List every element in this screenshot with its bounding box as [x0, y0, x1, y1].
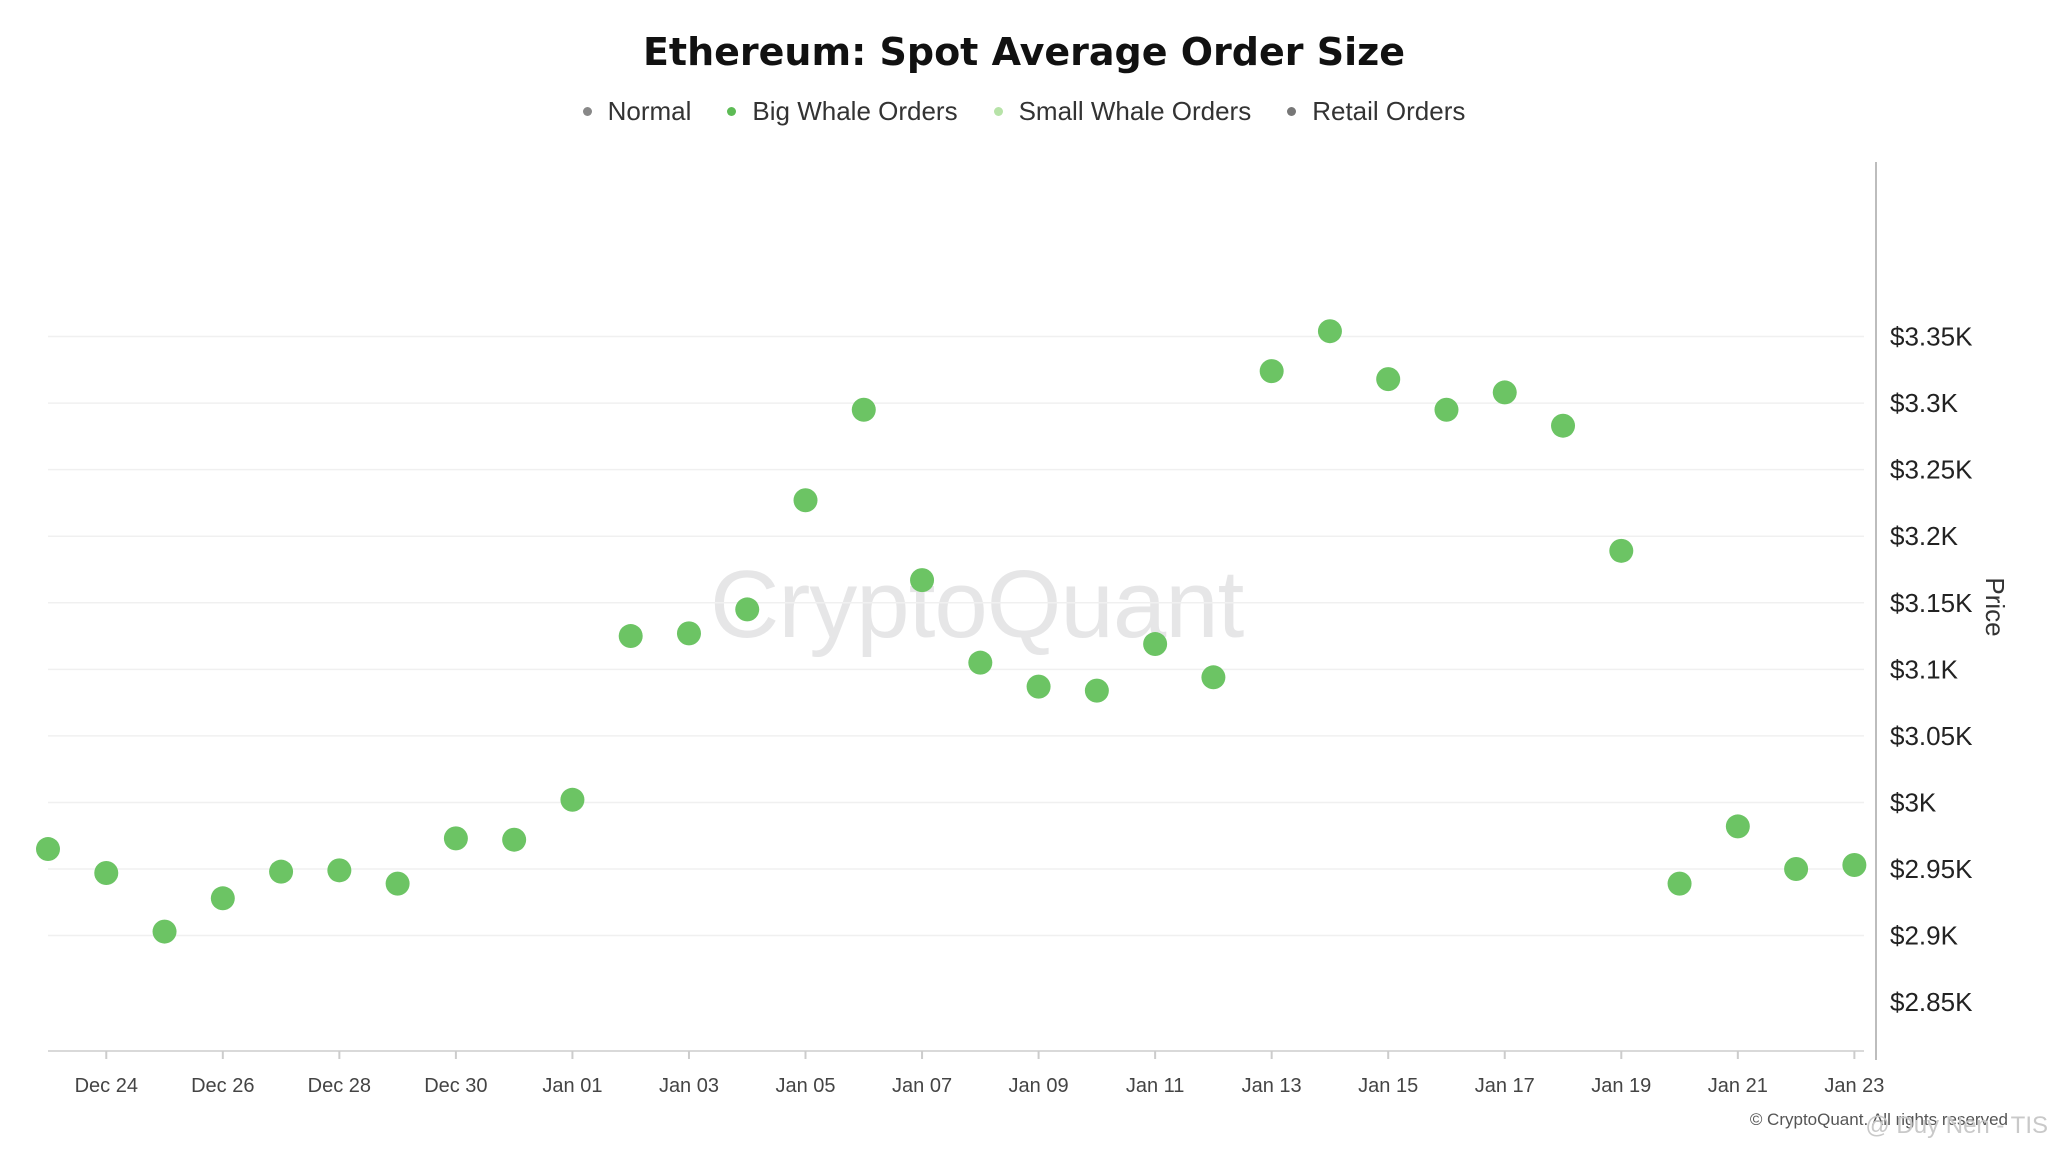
legend-item-normal[interactable]: Normal	[582, 96, 692, 127]
data-point-22	[1317, 319, 1342, 344]
x-tick-label-11: Jan 15	[1358, 1075, 1418, 1097]
x-tick-label-8: Jan 09	[1009, 1075, 1069, 1097]
data-point-23	[1376, 367, 1401, 392]
data-point-27	[1609, 538, 1634, 563]
legend-label-big-whale: Big Whale Orders	[752, 96, 958, 126]
copyright-notice: © CryptoQuant. All rights reserved	[1749, 1110, 2008, 1129]
data-point-11	[676, 621, 701, 646]
y-tick-label-7: $3K	[1890, 787, 1937, 817]
data-point-10	[618, 624, 643, 649]
data-point-28	[1667, 871, 1692, 896]
data-point-8	[502, 827, 527, 852]
y-axis: $3.35K $3.3K $3.25K $3.2K $3.15K $3.1K $3.05K $…	[1890, 322, 1973, 1018]
data-point-1	[94, 860, 119, 885]
legend-item-big-whale[interactable]: Big Whale Orders	[727, 96, 958, 127]
chart-title: Ethereum: Spot Average Order Size	[642, 30, 1406, 74]
author-credit: @ Duy Nen - TIS	[1865, 1112, 2048, 1139]
y-tick-label-10: $2.85K	[1890, 987, 1973, 1017]
x-tick-label-3: Dec 30	[424, 1075, 487, 1097]
series-big-whale-orders	[36, 319, 1867, 944]
x-tick-label-13: Jan 19	[1591, 1075, 1651, 1097]
data-point-9	[560, 787, 585, 812]
y-tick-label-2: $3.25K	[1890, 455, 1973, 485]
x-tick-label-6: Jan 05	[775, 1075, 835, 1097]
x-tick-label-5: Jan 03	[659, 1075, 719, 1097]
data-point-31	[1842, 853, 1867, 878]
data-point-3	[210, 886, 235, 911]
y-axis-title: Price	[1980, 577, 2010, 636]
x-tick-label-9: Jan 11	[1126, 1075, 1185, 1097]
legend-item-retail[interactable]: Retail Orders	[1287, 96, 1465, 127]
data-point-26	[1551, 413, 1576, 438]
x-tick-label-12: Jan 17	[1475, 1075, 1535, 1097]
data-point-0	[36, 837, 60, 862]
x-tick-label-14: Jan 21	[1708, 1075, 1768, 1097]
data-point-16	[968, 650, 993, 675]
y-tick-label-5: $3.1K	[1890, 654, 1959, 684]
legend-dot-big-whale	[727, 107, 737, 116]
chart-legend: Normal Big Whale Orders Small Whale Orde…	[0, 96, 2048, 127]
x-tick-label-0: Dec 24	[75, 1075, 138, 1097]
x-tick-label-15: Jan 23	[1824, 1075, 1884, 1097]
data-point-20	[1201, 665, 1226, 690]
data-point-14	[851, 397, 876, 422]
data-point-21	[1259, 359, 1284, 384]
x-tick-label-1: Dec 26	[191, 1075, 254, 1097]
y-tick-label-3: $3.2K	[1890, 521, 1959, 551]
legend-dot-normal	[582, 107, 592, 116]
data-point-2	[152, 919, 177, 944]
y-tick-label-4: $3.15K	[1890, 588, 1973, 618]
data-point-5	[327, 858, 352, 883]
x-axis: Dec 24 Dec 26 Dec 28 Dec 30 Jan 01 Jan 03 Jan …	[75, 1051, 1884, 1097]
legend-item-small-whale[interactable]: Small Whale Orders	[993, 96, 1252, 127]
data-point-17	[1026, 674, 1051, 699]
x-tick-label-10: Jan 13	[1242, 1075, 1302, 1097]
x-tick-label-2: Dec 28	[308, 1075, 371, 1097]
legend-label-retail: Retail Orders	[1312, 96, 1466, 126]
data-point-24	[1434, 397, 1459, 422]
y-tick-label-1: $3.3K	[1890, 388, 1959, 418]
data-point-15	[910, 568, 935, 593]
grid-lines	[48, 335, 1864, 937]
legend-dot-small-whale	[993, 107, 1003, 116]
y-tick-label-8: $2.95K	[1890, 854, 1973, 884]
data-point-12	[735, 597, 760, 622]
x-tick-label-4: Jan 01	[542, 1075, 602, 1097]
legend-label-small-whale: Small Whale Orders	[1018, 96, 1252, 126]
data-point-18	[1084, 678, 1109, 703]
data-point-19	[1143, 632, 1168, 657]
data-point-13	[793, 488, 818, 513]
data-point-4	[269, 859, 294, 884]
data-point-25	[1492, 380, 1517, 405]
data-point-6	[385, 871, 410, 896]
data-point-7	[443, 826, 468, 851]
y-tick-label-0: $3.35K	[1890, 322, 1973, 352]
x-tick-label-7: Jan 07	[892, 1075, 952, 1097]
y-tick-label-6: $3.05K	[1890, 721, 1973, 751]
y-tick-label-9: $2.9K	[1890, 921, 1959, 951]
data-point-30	[1784, 857, 1809, 881]
legend-label-normal: Normal	[607, 96, 692, 126]
data-point-29	[1725, 814, 1750, 839]
legend-dot-retail	[1287, 107, 1297, 116]
